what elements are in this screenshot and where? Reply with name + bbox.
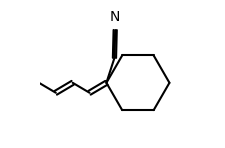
- Text: N: N: [110, 11, 120, 24]
